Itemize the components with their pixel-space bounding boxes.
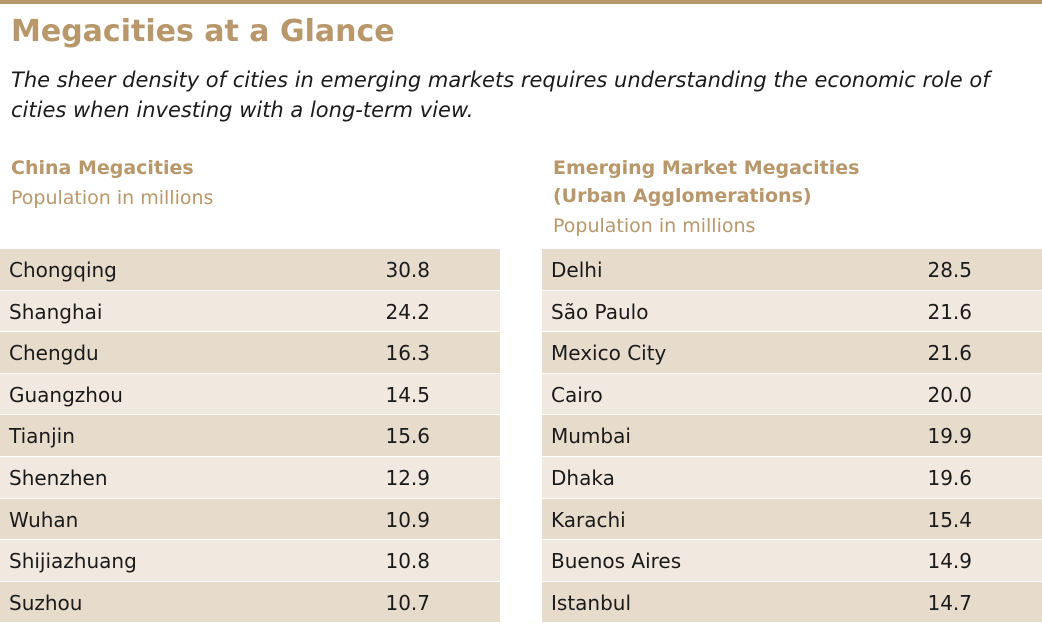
city-name: Cairo [551, 382, 603, 407]
population-value: 19.9 [927, 424, 972, 449]
city-name: São Paulo [551, 299, 649, 324]
population-value: 14.9 [927, 549, 972, 574]
population-value: 16.3 [385, 341, 430, 366]
table-row: Cairo 20.0 [542, 373, 1042, 416]
city-name: Istanbul [551, 590, 632, 615]
table-row: Buenos Aires 14.9 [542, 540, 1042, 582]
china-unit-label: Population in millions [11, 187, 214, 209]
emerging-heading-line-2: (Urban Agglomerations) [553, 185, 812, 207]
population-value: 10.8 [385, 549, 430, 574]
table-row: Delhi 28.5 [542, 249, 1042, 291]
emerging-megacities-table: Delhi 28.5 São Paulo 21.6 Mexico City 21.6 Cai… [542, 249, 1042, 624]
city-name: Buenos Aires [551, 549, 682, 574]
emerging-megacities-heading: Emerging Market Megacities (Urban Agglom… [553, 154, 859, 210]
table-row: Mexico City 21.6 [542, 332, 1042, 374]
city-name: Wuhan [9, 507, 79, 532]
table-row: Shanghai 24.2 [0, 290, 500, 333]
city-name: Tianjin [9, 424, 75, 449]
city-name: Karachi [551, 507, 626, 532]
table-row: Mumbai 19.9 [542, 415, 1042, 457]
population-value: 10.9 [385, 507, 430, 532]
population-value: 14.7 [927, 590, 972, 615]
population-value: 14.5 [385, 382, 430, 407]
population-value: 21.6 [927, 299, 972, 324]
table-row: Suzhou 10.7 [0, 581, 500, 624]
city-name: Shanghai [9, 299, 103, 324]
table-row: Shenzhen 12.9 [0, 456, 500, 499]
table-row: Tianjin 15.6 [0, 415, 500, 457]
emerging-heading-line-1: Emerging Market Megacities [553, 157, 860, 179]
table-row: Chengdu 16.3 [0, 332, 500, 374]
top-rule [0, 0, 1042, 4]
population-value: 19.6 [927, 465, 972, 490]
page-title: Megacities at a Glance [11, 14, 395, 49]
table-row: Guangzhou 14.5 [0, 373, 500, 416]
city-name: Dhaka [551, 465, 615, 490]
table-row: Wuhan 10.9 [0, 498, 500, 541]
emerging-unit-label: Population in millions [553, 215, 756, 237]
population-value: 28.5 [927, 258, 972, 282]
city-name: Chongqing [9, 258, 117, 282]
table-row: São Paulo 21.6 [542, 290, 1042, 333]
city-name: Chengdu [9, 341, 99, 366]
population-value: 20.0 [927, 382, 972, 407]
china-megacities-table: Chongqing 30.8 Shanghai 24.2 Chengdu 16.3 Guan… [0, 249, 500, 624]
china-heading-line: China Megacities [11, 157, 194, 179]
population-value: 15.4 [927, 507, 972, 532]
table-row: Karachi 15.4 [542, 498, 1042, 541]
city-name: Mumbai [551, 424, 631, 449]
table-row: Dhaka 19.6 [542, 456, 1042, 499]
china-megacities-heading: China Megacities [11, 154, 194, 182]
city-name: Mexico City [551, 341, 667, 366]
city-name: Guangzhou [9, 382, 123, 407]
table-row: Chongqing 30.8 [0, 249, 500, 291]
population-value: 21.6 [927, 341, 972, 366]
population-value: 30.8 [385, 258, 430, 282]
city-name: Suzhou [9, 590, 83, 615]
population-value: 24.2 [385, 299, 430, 324]
population-value: 12.9 [385, 465, 430, 490]
city-name: Shijiazhuang [9, 549, 137, 574]
city-name: Shenzhen [9, 465, 108, 490]
page-subtitle: The sheer density of cities in emerging … [11, 68, 990, 122]
population-value: 10.7 [385, 590, 430, 615]
city-name: Delhi [551, 258, 603, 282]
table-row: Shijiazhuang 10.8 [0, 540, 500, 582]
population-value: 15.6 [385, 424, 430, 449]
table-row: Istanbul 14.7 [542, 581, 1042, 624]
